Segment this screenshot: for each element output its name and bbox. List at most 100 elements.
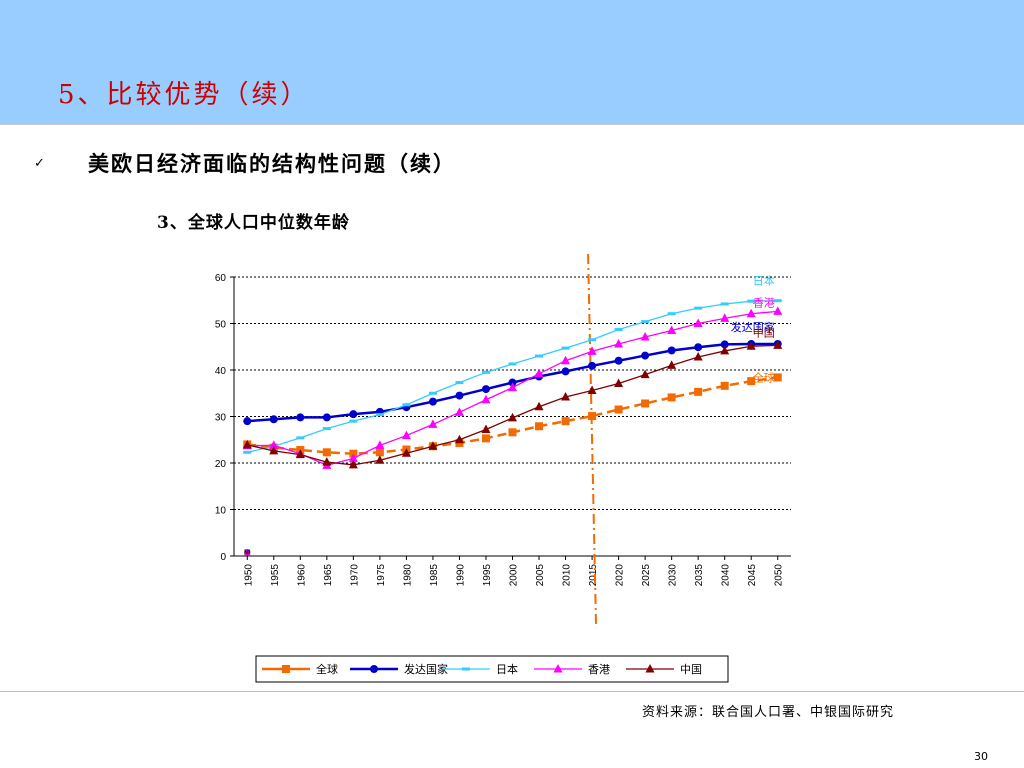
origin-marker	[245, 549, 250, 554]
data-point	[640, 331, 650, 341]
data-point	[269, 445, 279, 455]
header-banner	[0, 0, 1024, 125]
legend-label: 香港	[588, 663, 610, 676]
x-tick-label: 1995	[482, 564, 493, 587]
data-point	[773, 299, 782, 303]
page-number: 30	[974, 750, 988, 763]
x-tick-label: 2000	[509, 564, 520, 587]
x-tick-label: 1975	[376, 564, 387, 587]
data-point	[588, 361, 597, 370]
data-point	[773, 373, 782, 382]
data-point	[428, 397, 437, 406]
data-point	[322, 427, 331, 431]
y-tick-label: 10	[215, 506, 227, 517]
x-tick-label: 2015	[588, 564, 599, 587]
data-point	[508, 428, 517, 437]
data-point	[561, 355, 571, 365]
data-point	[694, 343, 703, 352]
data-point	[667, 393, 676, 402]
legend-label: 发达国家	[404, 662, 448, 676]
x-tick-label: 1990	[455, 564, 466, 587]
source-note: 资料来源：联合国人口署、中银国际研究	[642, 705, 895, 720]
y-tick-label: 40	[215, 366, 227, 377]
series-end-label: 香港	[753, 296, 775, 309]
data-point	[561, 391, 571, 401]
data-point	[481, 434, 490, 443]
data-point	[348, 453, 358, 462]
data-point	[481, 394, 491, 404]
x-tick-label: 2005	[535, 564, 546, 587]
legend-label: 中国	[680, 663, 702, 676]
data-point	[720, 313, 730, 322]
x-tick-label: 2040	[721, 564, 732, 587]
legend-swatch-marker	[282, 665, 290, 673]
data-point	[561, 417, 570, 426]
data-point	[322, 413, 331, 422]
data-point	[614, 356, 623, 365]
data-point	[243, 417, 252, 426]
series-end-label: 日本	[753, 274, 775, 288]
data-point	[720, 381, 729, 390]
data-point	[641, 399, 650, 408]
data-point	[375, 413, 384, 417]
data-point	[401, 430, 411, 440]
data-point	[614, 405, 623, 414]
x-tick-label: 1970	[349, 564, 360, 587]
series-end-label: 全球	[753, 370, 775, 384]
x-tick-label: 1980	[402, 564, 413, 587]
data-point	[693, 318, 703, 327]
legend-swatch-marker	[645, 664, 655, 673]
data-point	[535, 422, 544, 431]
data-point	[375, 440, 385, 449]
y-tick-label: 0	[220, 552, 226, 563]
data-point	[401, 448, 411, 457]
data-point	[269, 440, 279, 449]
data-point	[481, 370, 490, 374]
data-point	[428, 419, 438, 428]
projection-divider-line	[587, 253, 598, 629]
data-point	[455, 391, 464, 400]
legend-label: 全球	[316, 662, 338, 676]
data-point	[508, 378, 517, 387]
legend-label: 日本	[496, 662, 518, 676]
y-tick-label: 50	[215, 320, 227, 331]
median-age-chart: 0 10 20 30 40 50 60 1950 1955 1960 1965 1970 1975 198…	[190, 250, 810, 690]
data-point	[322, 457, 332, 466]
data-point	[322, 448, 331, 457]
legend-swatch-marker	[553, 664, 563, 673]
data-point	[402, 403, 411, 407]
data-point	[587, 346, 597, 355]
x-tick-label: 1985	[429, 564, 440, 587]
data-point	[296, 436, 305, 440]
x-tick-label: 1955	[270, 564, 281, 587]
legend-swatch-marker	[370, 665, 378, 673]
data-point	[535, 354, 544, 358]
x-tick-label: 2020	[615, 564, 626, 587]
x-tick-label: 2050	[774, 564, 785, 587]
data-point	[746, 308, 756, 318]
data-point	[614, 378, 624, 387]
data-point	[454, 407, 464, 416]
data-point	[747, 299, 756, 303]
data-point	[481, 424, 491, 434]
y-tick-label: 20	[215, 459, 227, 470]
data-point	[773, 340, 783, 349]
x-tick-label: 1960	[296, 564, 307, 587]
data-point	[588, 412, 597, 421]
data-point	[561, 367, 570, 376]
data-point	[773, 306, 783, 315]
series-end-label: 中国	[753, 326, 775, 339]
data-point	[349, 419, 358, 423]
data-point	[588, 338, 597, 342]
data-point	[720, 302, 729, 306]
x-tick-label: 2045	[747, 564, 758, 587]
data-point	[534, 368, 544, 378]
x-tick-label: 2010	[562, 564, 573, 587]
data-point	[694, 387, 703, 396]
data-point	[348, 459, 358, 469]
data-point	[667, 360, 677, 369]
x-tick-label: 2030	[668, 564, 679, 587]
data-point	[455, 381, 464, 385]
data-point	[375, 448, 384, 457]
slide-title: 5、比较优势（续）	[58, 80, 310, 110]
